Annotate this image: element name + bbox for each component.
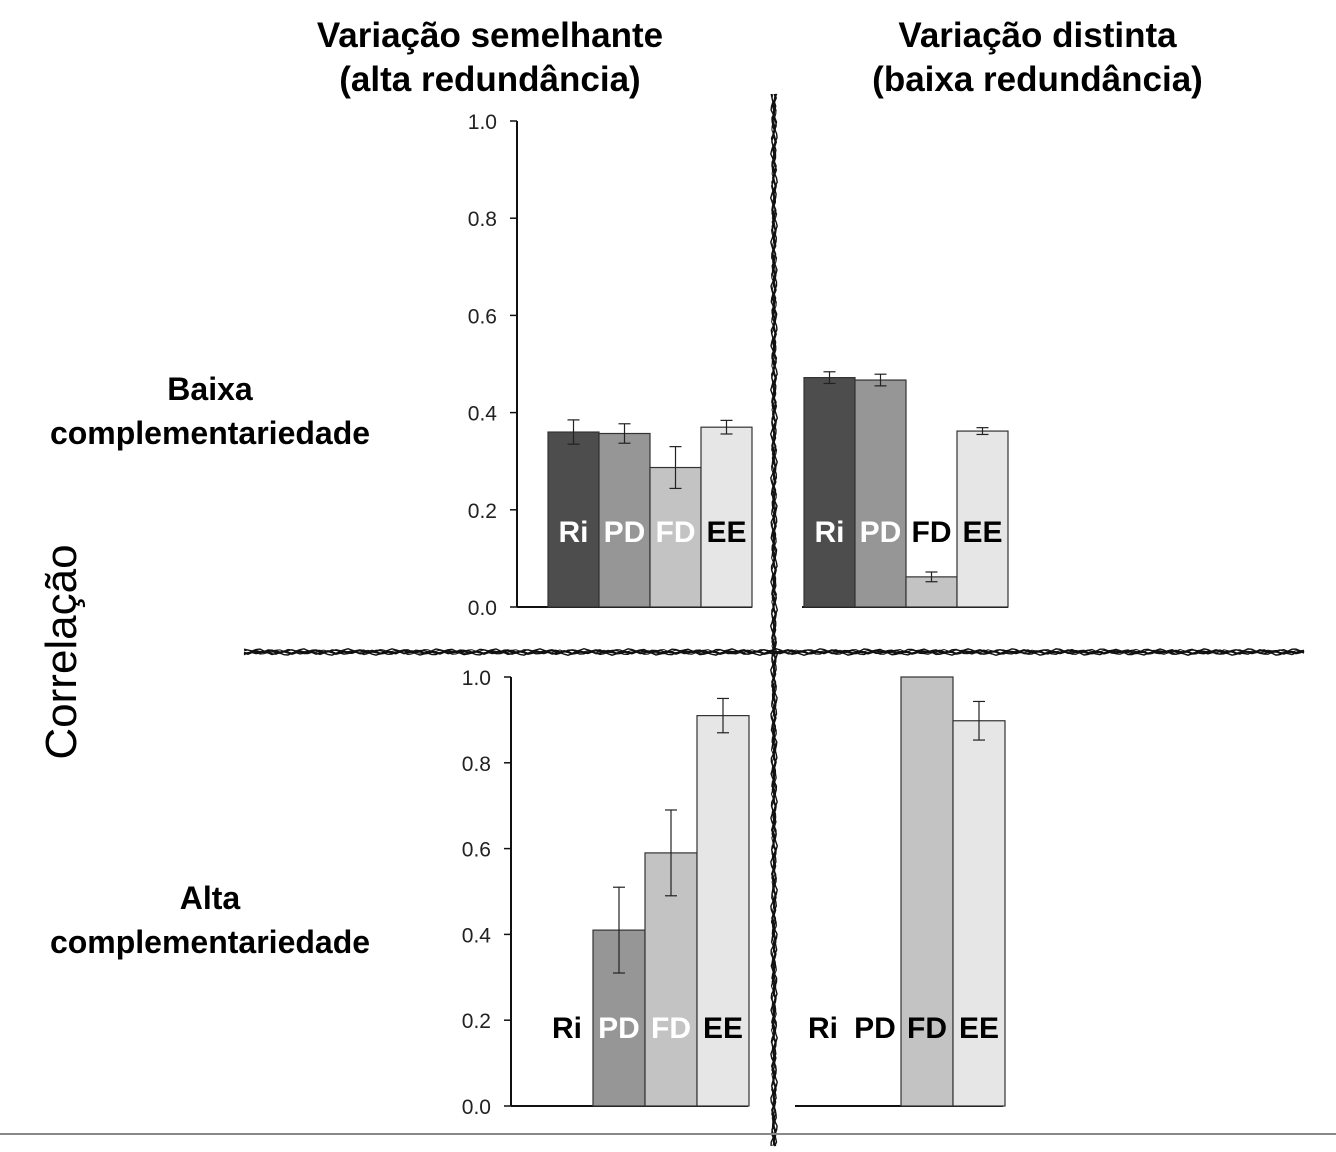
bar-ee — [956, 430, 1009, 608]
row-title-low-complementarity: Baixa complementariedade — [20, 367, 400, 455]
y-tick-label: 0.4 — [468, 403, 498, 426]
column-title-line2: (baixa redundância) — [872, 60, 1203, 99]
bar-label-fd: FD — [912, 516, 952, 549]
vertical-divider — [769, 93, 779, 1147]
bar-label-pd: PD — [854, 1012, 896, 1045]
bar-pd — [854, 379, 907, 608]
column-title-similar-variation: Variação semelhante (alta redundância) — [310, 14, 670, 102]
y-tick-label: 0.0 — [468, 597, 497, 620]
row-title-line1: Baixa — [167, 371, 253, 407]
bar-ee — [700, 426, 753, 608]
bar-label-pd: PD — [598, 1012, 640, 1045]
bar-pd — [598, 432, 651, 608]
bar-label-pd: PD — [604, 516, 646, 549]
bar-label-ee: EE — [962, 516, 1002, 549]
bar-label-ee: EE — [703, 1012, 743, 1045]
bar-fd — [900, 676, 954, 1107]
column-title-line1: Variação distinta — [898, 16, 1177, 55]
bottom-border — [0, 1133, 1336, 1135]
bar-label-fd: FD — [656, 516, 696, 549]
bar-label-ri: Ri — [559, 516, 589, 549]
horizontal-divider — [243, 647, 1305, 657]
row-title-line2: complementariedade — [49, 415, 371, 451]
y-tick-label: 0.2 — [462, 1010, 491, 1033]
column-title-distinct-variation: Variação distinta (baixa redundância) — [860, 14, 1215, 102]
bar-label-ri: Ri — [815, 516, 845, 549]
row-title-line1: Alta — [179, 880, 241, 916]
row-title-line2: complementariedade — [49, 924, 371, 960]
y-tick-label: 0.6 — [462, 839, 491, 862]
vertical-divider-stroke — [772, 93, 779, 1147]
y-tick-label: 0.6 — [468, 305, 497, 328]
bar-label-ri: Ri — [552, 1012, 582, 1045]
bar-label-fd: FD — [651, 1012, 691, 1045]
horizontal-divider-stroke — [243, 647, 1305, 654]
column-title-line2: (alta redundância) — [339, 60, 641, 99]
horizontal-divider-stroke — [243, 650, 1305, 657]
bar-label-pd: PD — [860, 516, 902, 549]
horizontal-divider-stroke — [243, 648, 1305, 654]
y-tick-label: 0.2 — [468, 500, 497, 523]
bar-ee — [696, 715, 750, 1107]
y-tick-label: 0.8 — [468, 208, 497, 231]
y-tick-label: 1.0 — [462, 667, 491, 690]
column-title-line1: Variação semelhante — [316, 16, 664, 55]
vertical-divider-stroke — [770, 93, 776, 1147]
row-title-high-complementarity: Alta complementariedade — [20, 876, 400, 964]
bar-label-fd: FD — [907, 1012, 947, 1045]
bar-ri — [803, 377, 856, 608]
bar-label-ee: EE — [706, 516, 746, 549]
y-tick-label: 0.4 — [462, 924, 492, 947]
y-tick-label: 0.8 — [462, 753, 491, 776]
y-tick-label: 1.0 — [468, 111, 497, 134]
y-tick-label: 0.0 — [462, 1096, 491, 1119]
bar-label-ri: Ri — [808, 1012, 838, 1045]
bar-label-ee: EE — [959, 1012, 999, 1045]
bar-ee — [952, 720, 1006, 1107]
bar-ri — [547, 431, 600, 608]
